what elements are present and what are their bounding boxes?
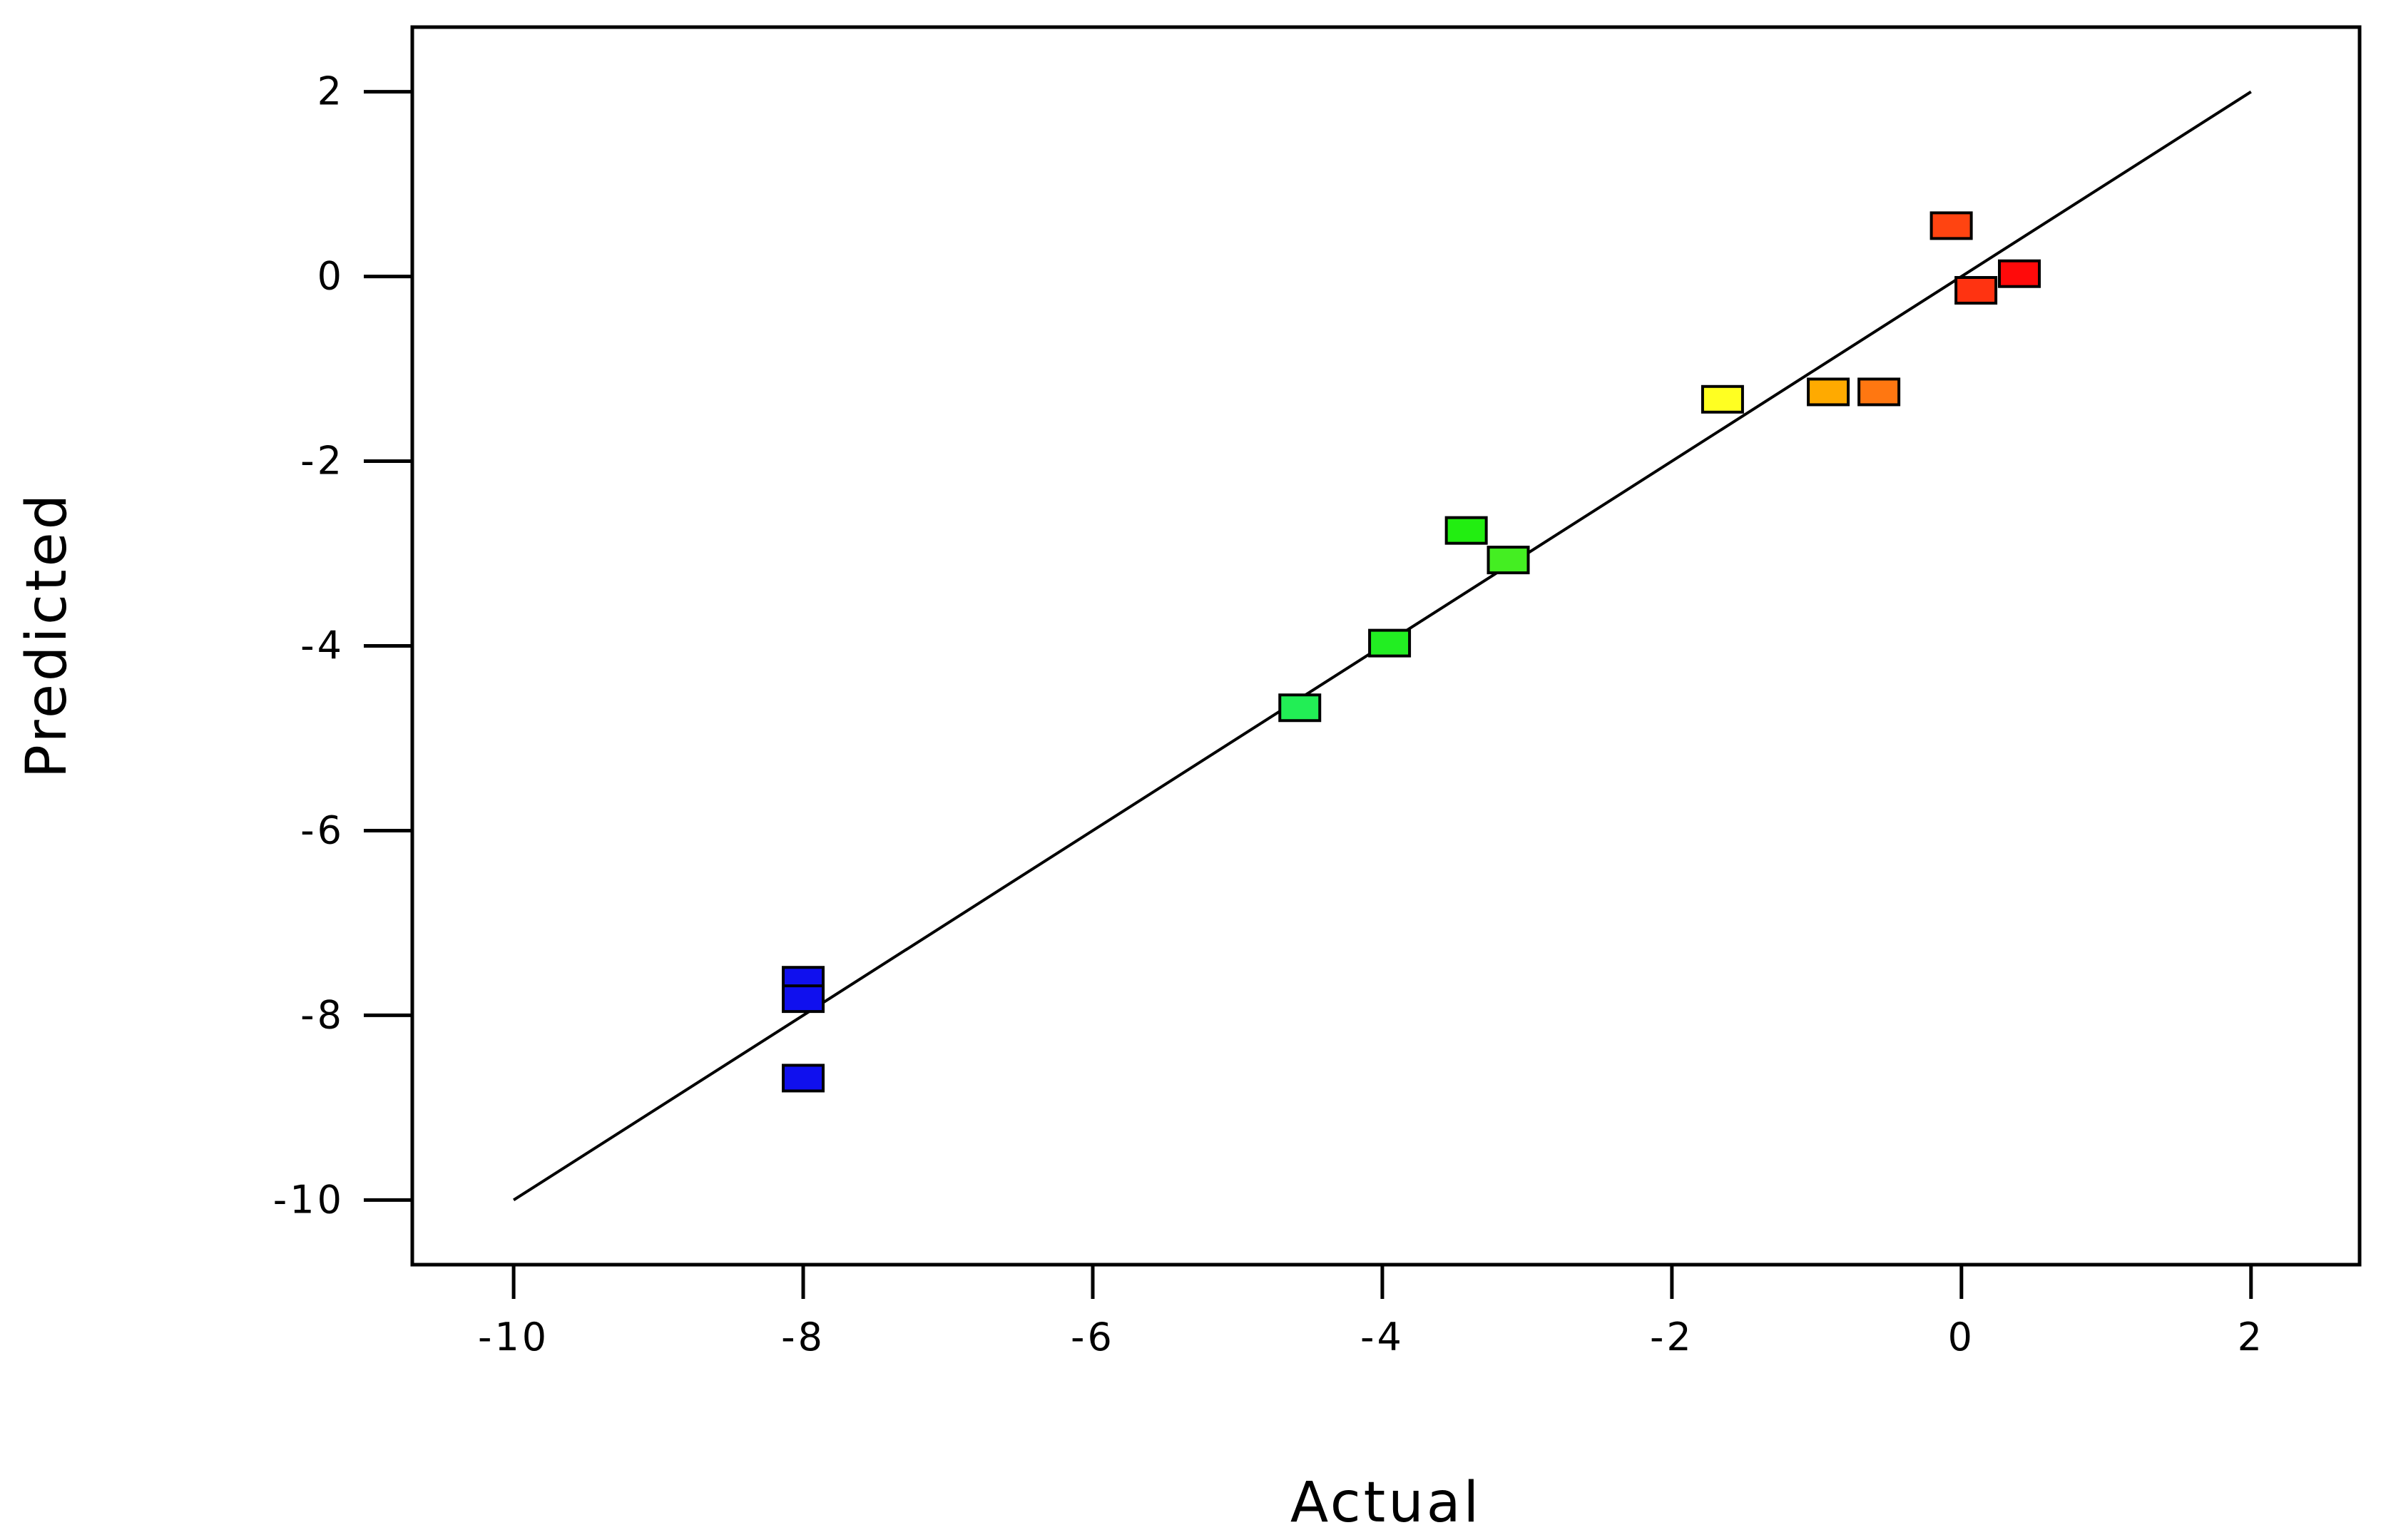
data-point (1857, 377, 1901, 407)
y-tick-label: -4 (300, 623, 345, 668)
y-tick-label: -8 (300, 992, 345, 1037)
x-tick-label: -2 (1650, 1315, 1694, 1360)
x-tick-label: -10 (478, 1315, 549, 1360)
points-layer (782, 211, 2041, 1093)
x-axis-title: Actual (1290, 1471, 1482, 1535)
x-tick-label: -8 (781, 1315, 825, 1360)
axes: -10 -8 -6 -4 -2 0 2 -10 -8 -6 -4 -2 0 2 (273, 69, 2265, 1360)
x-tick-label: 2 (2238, 1315, 2265, 1360)
y-tick-label: 2 (317, 69, 345, 114)
data-point (1368, 628, 1412, 658)
x-tick-label: 0 (1948, 1315, 1975, 1360)
y-axis-title: Predicted (15, 491, 79, 778)
data-point (1701, 384, 1744, 414)
data-point (1929, 211, 1973, 240)
y-tick-label: -2 (300, 439, 345, 484)
y-tick-label: 0 (317, 254, 345, 299)
x-tick-label: -4 (1360, 1315, 1404, 1360)
x-tick-label: -6 (1071, 1315, 1115, 1360)
y-tick-label: -6 (300, 807, 345, 852)
data-point (1487, 546, 1530, 575)
data-point (782, 1064, 825, 1093)
y-tick-label: -10 (273, 1177, 345, 1222)
data-point (1444, 516, 1488, 545)
data-point (1998, 259, 2041, 288)
data-point (782, 984, 825, 1014)
data-point (1954, 276, 1998, 305)
data-point (1278, 693, 1322, 723)
data-point (1807, 377, 1850, 407)
